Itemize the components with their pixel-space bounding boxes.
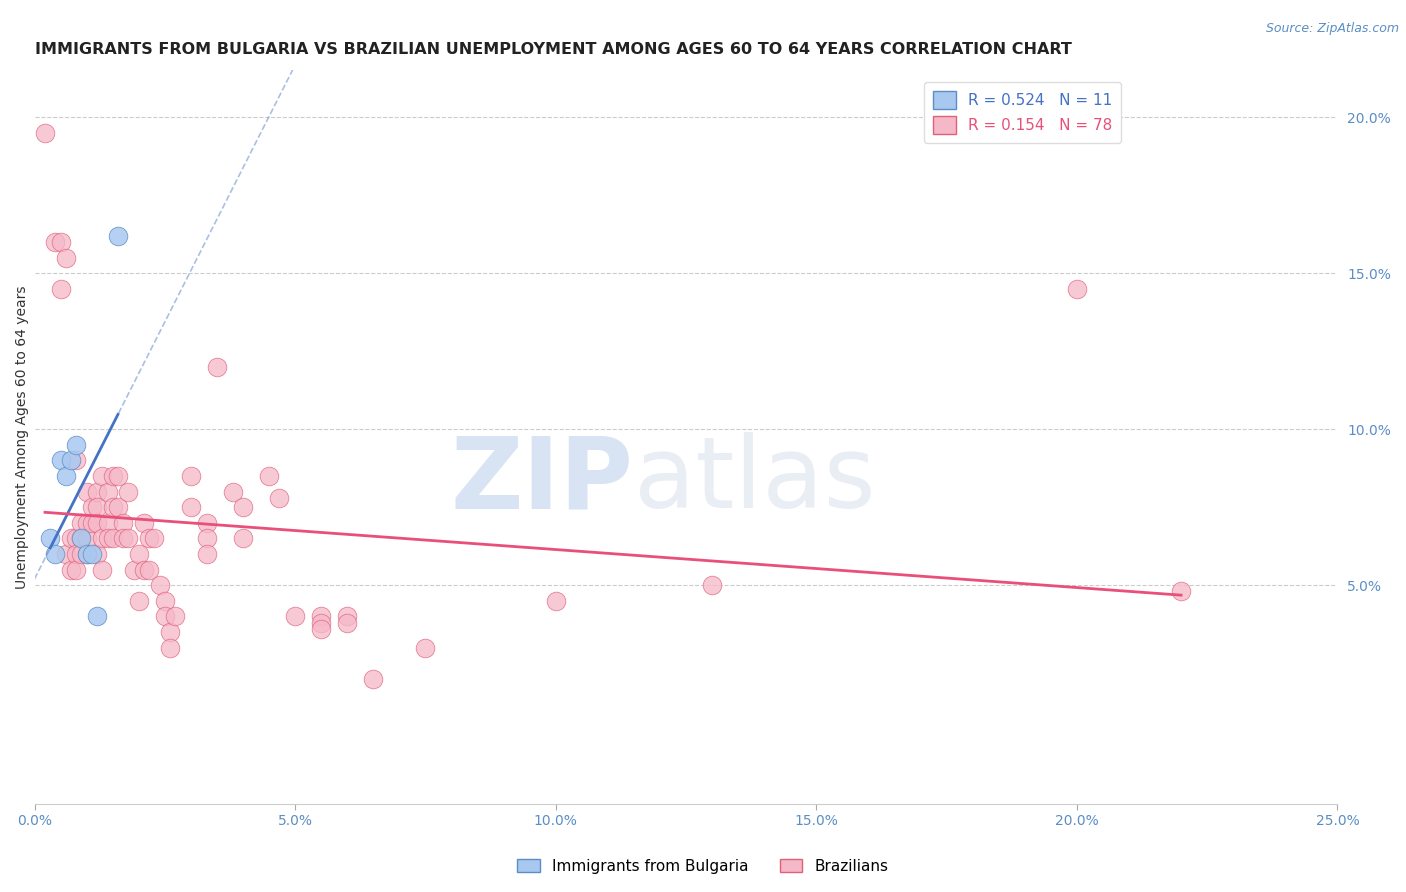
Point: [309, 609, 332, 624]
Point: [112, 532, 135, 546]
Point: [44, 547, 66, 561]
Point: [107, 469, 129, 483]
Point: [65, 453, 87, 467]
Point: [86, 547, 108, 561]
Point: [55, 547, 77, 561]
Point: [112, 516, 135, 530]
Point: [44, 235, 66, 249]
Legend: R = 0.524   N = 11, R = 0.154   N = 78: R = 0.524 N = 11, R = 0.154 N = 78: [924, 82, 1122, 143]
Point: [70, 532, 93, 546]
Point: [80, 500, 103, 515]
Point: [232, 500, 254, 515]
Point: [76, 484, 98, 499]
Point: [132, 563, 155, 577]
Point: [86, 500, 108, 515]
Point: [49, 453, 72, 467]
Point: [195, 547, 218, 561]
Point: [153, 609, 176, 624]
Point: [205, 359, 228, 374]
Point: [221, 484, 243, 499]
Point: [80, 516, 103, 530]
Text: IMMIGRANTS FROM BULGARIA VS BRAZILIAN UNEMPLOYMENT AMONG AGES 60 TO 64 YEARS COR: IMMIGRANTS FROM BULGARIA VS BRAZILIAN UN…: [35, 42, 1071, 57]
Point: [128, 547, 150, 561]
Point: [70, 516, 93, 530]
Point: [96, 484, 118, 499]
Point: [86, 516, 108, 530]
Point: [195, 516, 218, 530]
Point: [180, 469, 202, 483]
Point: [180, 500, 202, 515]
Point: [80, 547, 103, 561]
Point: [1066, 282, 1088, 296]
Point: [284, 609, 307, 624]
Point: [101, 532, 124, 546]
Point: [55, 469, 77, 483]
Y-axis label: Unemployment Among Ages 60 to 64 years: Unemployment Among Ages 60 to 64 years: [15, 285, 30, 589]
Point: [165, 609, 187, 624]
Point: [34, 126, 56, 140]
Text: Source: ZipAtlas.com: Source: ZipAtlas.com: [1265, 22, 1399, 36]
Point: [39, 532, 62, 546]
Point: [232, 532, 254, 546]
Point: [49, 282, 72, 296]
Point: [138, 563, 160, 577]
Point: [128, 593, 150, 607]
Point: [70, 532, 93, 546]
Text: atlas: atlas: [634, 433, 876, 530]
Point: [309, 615, 332, 630]
Point: [336, 615, 359, 630]
Point: [107, 228, 129, 243]
Point: [143, 532, 166, 546]
Point: [122, 563, 145, 577]
Point: [107, 500, 129, 515]
Point: [101, 469, 124, 483]
Point: [117, 484, 139, 499]
Point: [96, 532, 118, 546]
Point: [91, 469, 114, 483]
Point: [91, 563, 114, 577]
Point: [60, 532, 83, 546]
Point: [91, 532, 114, 546]
Point: [96, 516, 118, 530]
Point: [138, 532, 160, 546]
Point: [65, 532, 87, 546]
Point: [65, 438, 87, 452]
Point: [76, 547, 98, 561]
Point: [65, 547, 87, 561]
Point: [159, 640, 181, 655]
Point: [49, 235, 72, 249]
Point: [65, 563, 87, 577]
Point: [153, 593, 176, 607]
Point: [76, 516, 98, 530]
Point: [363, 672, 385, 686]
Point: [269, 491, 291, 505]
Point: [257, 469, 280, 483]
Point: [76, 532, 98, 546]
Point: [86, 609, 108, 624]
Point: [132, 516, 155, 530]
Point: [195, 532, 218, 546]
Point: [700, 578, 723, 592]
Text: ZIP: ZIP: [451, 433, 634, 530]
Point: [86, 484, 108, 499]
Point: [159, 624, 181, 639]
Point: [60, 453, 83, 467]
Point: [70, 547, 93, 561]
Point: [76, 547, 98, 561]
Point: [309, 622, 332, 636]
Point: [101, 500, 124, 515]
Point: [1170, 584, 1192, 599]
Legend: Immigrants from Bulgaria, Brazilians: Immigrants from Bulgaria, Brazilians: [512, 853, 894, 880]
Point: [415, 640, 437, 655]
Point: [117, 532, 139, 546]
Point: [60, 563, 83, 577]
Point: [336, 609, 359, 624]
Point: [149, 578, 172, 592]
Point: [55, 251, 77, 265]
Point: [544, 593, 567, 607]
